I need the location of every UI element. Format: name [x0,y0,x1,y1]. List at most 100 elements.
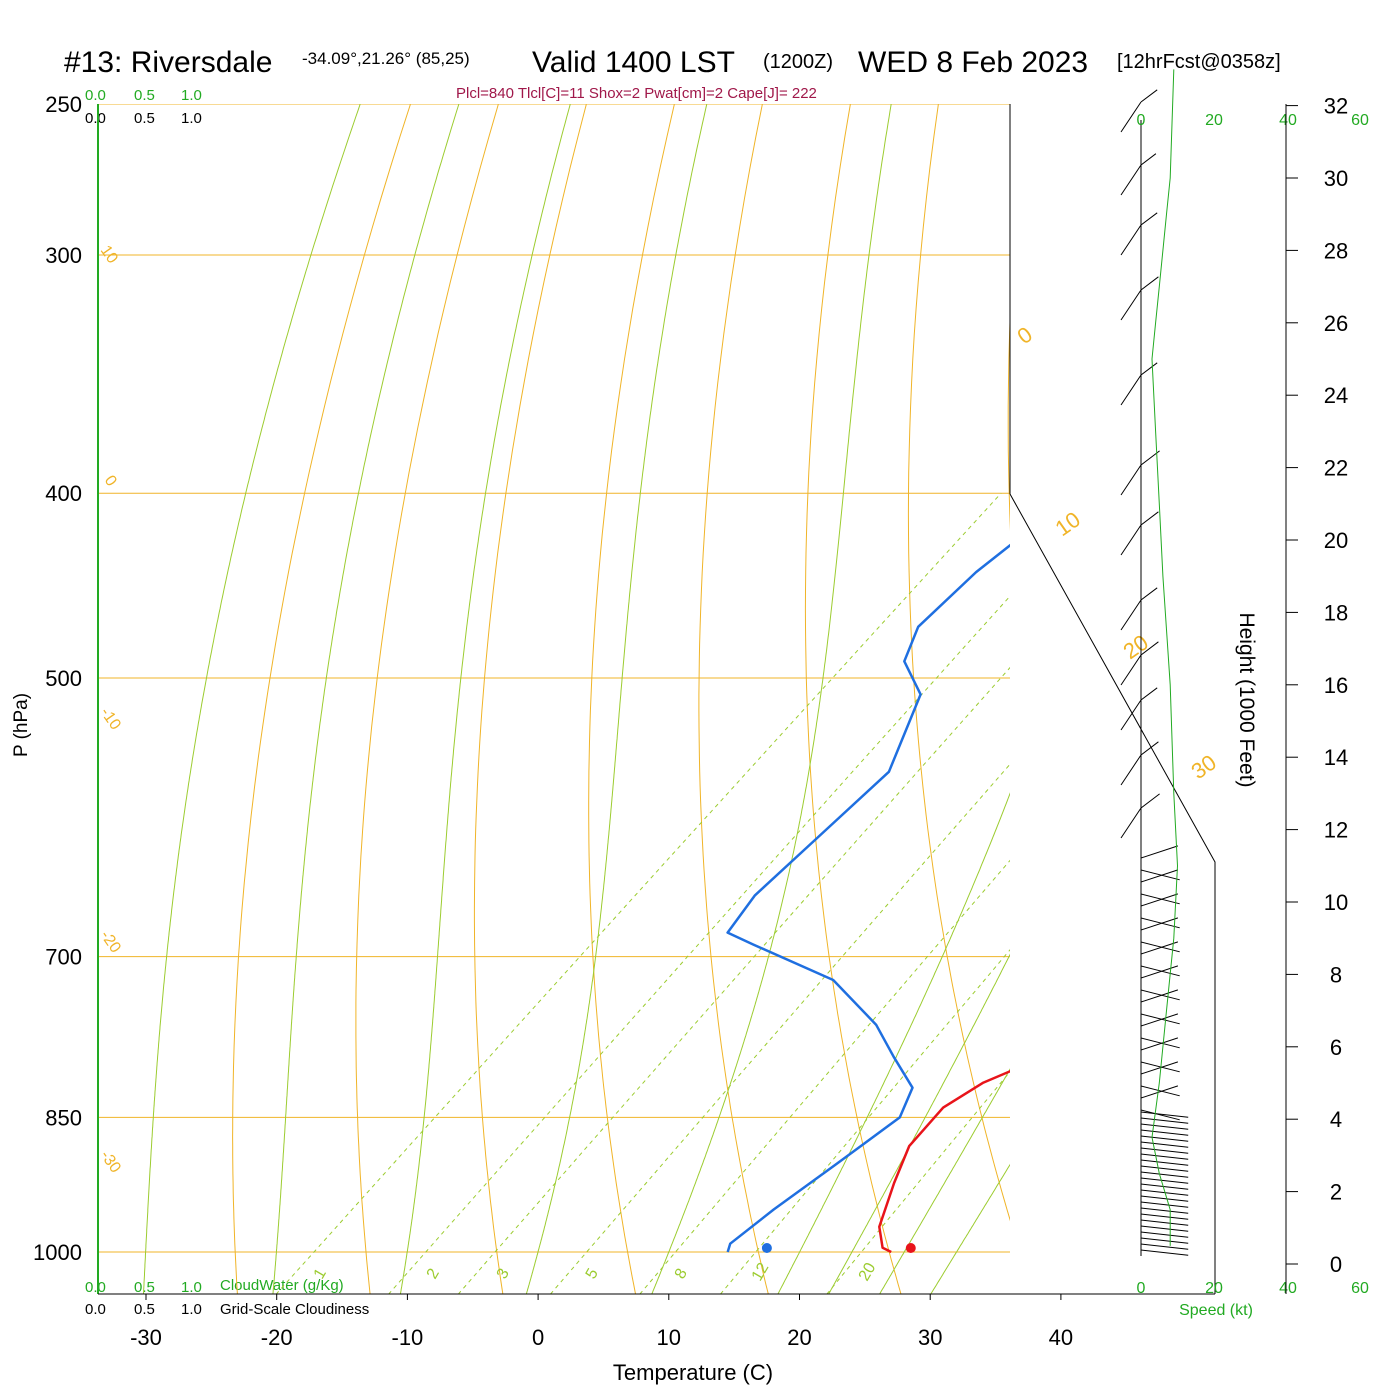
wind-barb [1140,1085,1180,1097]
mixing-ratio-lines [275,492,1010,1294]
utc-time: (1200Z) [763,51,833,73]
dry-adiabat [1007,308,1010,532]
surface-points [761,1243,916,1253]
indices-line: Plcl=840 Tlcl[C]=11 Shox=2 Pwat[cm]=2 Ca… [456,85,817,102]
isobar-lines [98,104,1010,1253]
dry-adiabat [1378,104,1400,1300]
y-axis-label: P (hPa) [11,693,32,757]
dry-adiabat [1290,104,1400,1300]
wind-barb [1140,89,1158,103]
wind-barbs [1120,89,1189,1256]
station-title: #13: Riversdale [64,46,272,79]
pressure-tick-label: 1000 [33,1240,82,1265]
mixing-ratio-line [457,666,1010,1294]
speed-axis-top: 0 20 40 60 [1137,112,1369,129]
cloud-tick: 0.0 [85,1301,106,1318]
wind-barb [1140,741,1159,756]
wind-barb [1120,754,1142,786]
height-tick-label: 32 [1324,94,1348,119]
wind-barb [1140,1243,1189,1250]
moist-adiabat-label: -30 [97,1148,124,1177]
height-tick-label: 8 [1330,962,1342,987]
wind-barb [1120,464,1142,496]
mixing-ratio-line [388,595,1010,1294]
wind-barb [1140,989,1180,1001]
wind-barb [1120,807,1142,839]
wind-barb [1120,524,1142,556]
wind-barb [1140,917,1180,929]
pressure-tick-label: 850 [45,1105,82,1130]
wind-barb [1140,1147,1189,1154]
forecast-info: [12hrFcst@0358z] [1117,51,1281,73]
x-axis-label: Temperature (C) [613,1360,773,1385]
x-tick-label: 10 [657,1325,681,1350]
valid-time: Valid 1400 LST [532,46,735,79]
cloudwater-label: CloudWater (g/Kg) [220,1277,344,1294]
wind-barb [1120,599,1142,631]
wind-barb [1140,687,1158,701]
wind-barb [1140,1013,1180,1025]
wind-barb [1140,893,1179,907]
pressure-tick-label: 250 [45,92,82,117]
dry-adiabat [232,104,411,1294]
cloud-tick: 0.5 [134,87,155,104]
wind-barb [1140,1141,1189,1148]
dry-adiabat [804,104,902,1294]
wind-barb [1140,893,1180,905]
wind-barb [1140,1237,1189,1244]
wind-barb [1140,1183,1189,1190]
dry-adiabats [232,104,1400,1300]
surface-dewpoint-point [761,1243,772,1253]
x-tick-label: -10 [392,1325,424,1350]
cloud-tick: 1.0 [181,1279,202,1296]
cloud-scale-top: 0.0 0.5 1.0 0.0 0.5 1.0 [85,87,202,127]
wind-barb [1140,793,1160,809]
moist-adiabat [777,792,1010,1294]
cloud-tick: 0.0 [85,87,106,104]
wind-barb [1140,1219,1189,1226]
surface-temperature-point [905,1243,916,1253]
wind-barb [1140,869,1180,881]
dry-adiabat [907,104,1010,1222]
mixing-ratio-line [719,949,1010,1294]
wind-barb [1140,965,1179,979]
moist-adiabat-label: -20 [97,928,124,957]
speed-tick: 40 [1279,1280,1297,1297]
pressure-tick-label: 700 [45,945,82,970]
moist-adiabat-label: 0 [101,473,120,490]
speed-tick: 60 [1351,1280,1369,1297]
moist-adiabat [879,1068,1010,1294]
wind-barb [1140,511,1159,526]
pressure-axis: 250 300 400 500 700 850 1000 [33,92,82,1265]
moist-adiabat [828,953,1010,1294]
temperature-axis: -30 -20 -10 0 10 20 30 40 [130,1294,1073,1350]
speed-axis-label: Speed (kt) [1179,1302,1253,1319]
cloud-scale-bottom: 0.0 0.5 1.0 CloudWater (g/Kg) 0.0 0.5 1.… [85,1277,369,1318]
height-tick-label: 20 [1324,528,1348,553]
dewpoint-trace [726,543,1010,1253]
wind-barb [1140,1201,1189,1208]
forecast-date: WED 8 Feb 2023 [858,46,1088,79]
wind-barb [1140,1231,1189,1238]
cloud-tick: 0.5 [134,110,155,127]
sounding-traces [726,543,1010,1254]
cloud-tick: 1.0 [181,110,202,127]
wind-barb [1120,654,1142,686]
wind-barb [1140,1037,1180,1049]
wind-barb [1140,1207,1189,1214]
height-tick-label: 4 [1330,1107,1342,1132]
speed-tick: 0 [1137,112,1146,129]
dry-adiabat-label: 20 [1119,630,1153,665]
moist-adiabat [272,104,460,1294]
wind-barb [1140,212,1158,226]
cloud-tick: 0.5 [134,1279,155,1296]
wind-barb [1140,1085,1179,1099]
dry-adiabat [1199,104,1400,1300]
cloud-tick: 0.5 [134,1301,155,1318]
wind-barb [1140,1061,1179,1075]
dry-adiabat-label: 10 [1051,507,1085,542]
wind-barb [1140,1037,1179,1051]
wind-barb [1140,989,1179,1003]
